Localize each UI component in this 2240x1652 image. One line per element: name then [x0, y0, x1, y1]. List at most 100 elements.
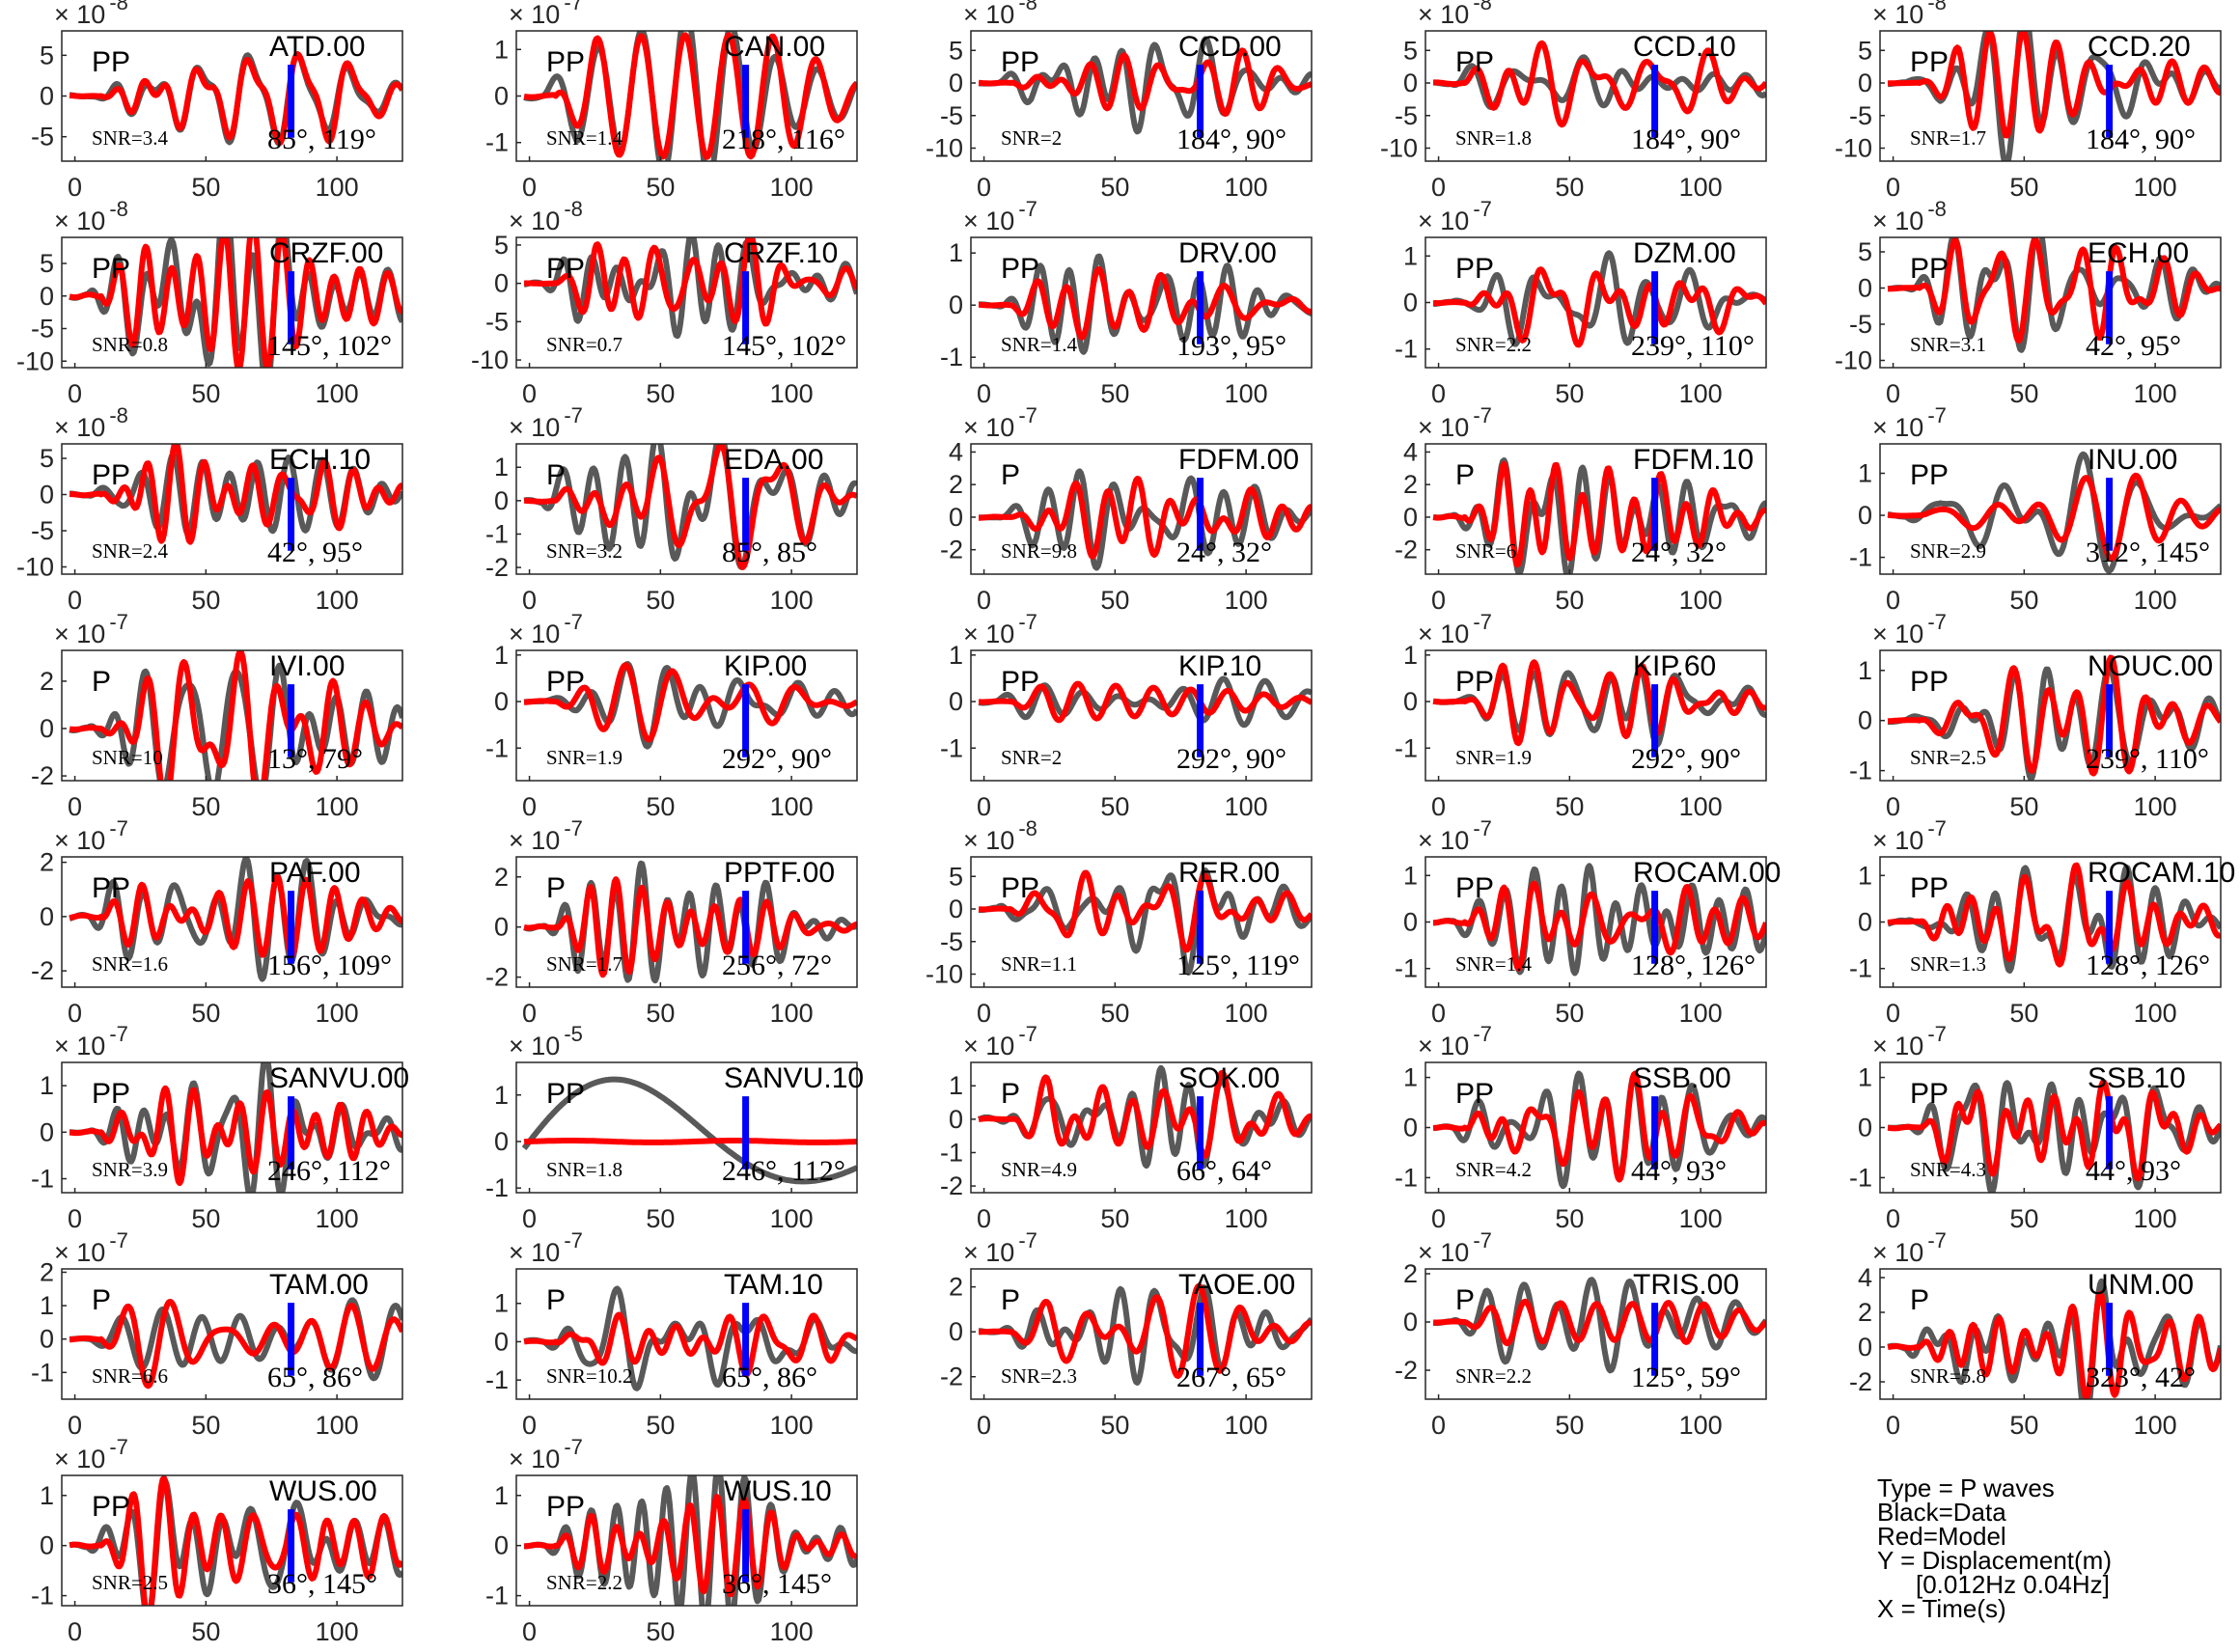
model-trace [1431, 1070, 1766, 1183]
angle-label: 44°, 93° [2086, 1155, 2181, 1187]
y-exponent: -7 [1473, 816, 1492, 840]
snr-label: SNR=0.7 [546, 333, 622, 356]
y-tick-label: 1 [40, 1071, 54, 1100]
angle-label: 246°, 112° [722, 1155, 845, 1187]
y-tick-label: 1 [40, 1291, 54, 1320]
y-exponent: -7 [1018, 1022, 1037, 1046]
axes-box [515, 443, 858, 575]
axes-box [1424, 1268, 1767, 1400]
x-tick-label: 50 [1555, 586, 1584, 615]
phase-label: P [1455, 459, 1475, 491]
y-tick-label: 0 [494, 1127, 509, 1156]
station-label: KIP.00 [724, 650, 807, 682]
model-trace [68, 1299, 402, 1390]
y-tick-label: 1 [1858, 458, 1872, 487]
waveform-panel: 0 50 100 1 0 -1 × 10 -7 PP SSB.00 SNR=4.2 44°, 93° [1395, 1022, 1767, 1233]
y-tick-label: -1 [940, 1138, 963, 1167]
snr-label: SNR=2.3 [1001, 1364, 1077, 1388]
y-exponent: -7 [109, 1435, 128, 1459]
plot-area [521, 1076, 857, 1185]
plot-area [1886, 654, 2221, 781]
x-tick-label: 0 [1886, 792, 1900, 821]
waveform-panel: 0 50 100 1 0 -1 × 10 -7 P TAM.10 SNR=10.2 65°, 86° [485, 1228, 858, 1440]
x-tick-label: 0 [68, 586, 82, 615]
waveform-panel: 0 50 100 1 0 -1 -2 × 10 -7 P EDA.00 SNR=3.2 85°, 85° [485, 403, 858, 615]
axes-box [61, 443, 403, 575]
y-exponent-label: × 10 -7 [54, 610, 128, 648]
y-tick-label: 0 [40, 1531, 54, 1560]
snr-label: SNR=10 [92, 746, 163, 769]
x-tick-label: 100 [316, 792, 359, 821]
angle-label: 24°, 32° [1631, 537, 1727, 568]
model-trace [68, 650, 402, 781]
y-tick-label: 1 [1403, 1063, 1418, 1092]
y-tick-label: 0 [949, 1317, 963, 1346]
waveform-panel: 0 50 100 2 0 -2 × 10 -7 PP PAF.00 SNR=1.6 156°, 109… [31, 816, 403, 1028]
angle-label: 256°, 72° [722, 950, 832, 981]
angle-label: 128°, 126° [1631, 950, 1756, 981]
y-tick-label: -5 [31, 315, 54, 344]
station-label: SANVU.00 [269, 1062, 409, 1094]
y-tick-label: 0 [40, 1325, 54, 1354]
y-tick-label: 5 [1403, 36, 1418, 65]
axes-box [970, 236, 1313, 369]
y-exponent: -7 [1018, 610, 1037, 634]
x-tick-label: 100 [770, 379, 814, 408]
snr-label: SNR=1.7 [546, 952, 622, 976]
waveform-panel: 0 50 100 1 0 -1 × 10 -7 PP KIP.10 SNR=2 292°, 90° [940, 610, 1313, 821]
x-tick-label: 100 [2134, 1204, 2177, 1233]
axes-box [970, 30, 1313, 162]
y-tick-label: 0 [40, 282, 54, 311]
angle-label: 145°, 102° [722, 330, 846, 362]
plot-area [1431, 1277, 1766, 1374]
y-exponent: -8 [564, 197, 583, 221]
y-exponent: -7 [1927, 1022, 1947, 1046]
waveform-panel: 0 50 100 1 0 -1 × 10 -7 PP SANVU.00 SNR=3.9 246°, 1… [31, 1022, 409, 1233]
x-tick-label: 100 [316, 379, 359, 408]
plot-area [1886, 451, 2221, 574]
angle-label: 36°, 145° [722, 1568, 832, 1600]
y-exponent: -5 [564, 1022, 583, 1046]
station-label: ECH.10 [269, 444, 371, 476]
y-tick-label: 0 [40, 82, 54, 111]
snr-label: SNR=4.9 [1001, 1158, 1077, 1181]
model-trace [1886, 1290, 2221, 1399]
phase-label: P [1001, 1078, 1020, 1110]
plot-area [1886, 237, 2221, 353]
y-exponent-label: × 10 -7 [1872, 610, 1947, 648]
axes-box [515, 1474, 858, 1607]
x-tick-label: 0 [522, 379, 537, 408]
x-tick-label: 100 [1679, 173, 1723, 202]
y-tick-label: -5 [485, 307, 509, 336]
y-tick-label: 1 [1403, 861, 1418, 890]
model-trace [1431, 266, 1766, 348]
y-tick-label: 0 [949, 290, 963, 319]
angle-label: 292°, 90° [1631, 743, 1741, 775]
x-tick-label: 0 [1431, 586, 1446, 615]
axes-box [970, 1268, 1313, 1400]
angle-label: 42°, 95° [267, 537, 363, 568]
y-exponent: -7 [1473, 1022, 1492, 1046]
station-label: FDFM.10 [1633, 444, 1754, 476]
y-tick-label: 0 [1403, 289, 1418, 317]
y-exponent-label: × 10 -8 [54, 403, 128, 442]
y-tick-label: 0 [949, 503, 963, 532]
x-tick-label: 50 [646, 379, 675, 408]
station-label: WUS.10 [724, 1475, 832, 1507]
snr-label: SNR=2.5 [92, 1571, 168, 1594]
x-tick-label: 100 [2134, 792, 2177, 821]
station-label: CRZF.10 [724, 237, 838, 269]
waveform-panel: 0 50 100 1 0 -1 × 10 -7 PP KIP.60 SNR=1.9 292°, 90° [1395, 610, 1767, 821]
y-tick-label: 1 [949, 238, 963, 267]
y-tick-label: 1 [494, 1481, 509, 1510]
axes-box [1879, 649, 2222, 782]
phase-label: PP [1910, 1078, 1949, 1110]
y-tick-label: 1 [949, 641, 963, 670]
angle-label: 292°, 90° [722, 743, 832, 775]
waveform-panel: 0 50 100 4 2 0 -2 × 10 -7 P FDFM.10 SNR=6 24°, 32° [1395, 403, 1767, 615]
x-tick-label: 0 [68, 792, 82, 821]
y-exponent-label: × 10 -8 [1872, 0, 1947, 29]
plot-area [68, 1062, 402, 1193]
x-tick-label: 50 [1555, 792, 1584, 821]
